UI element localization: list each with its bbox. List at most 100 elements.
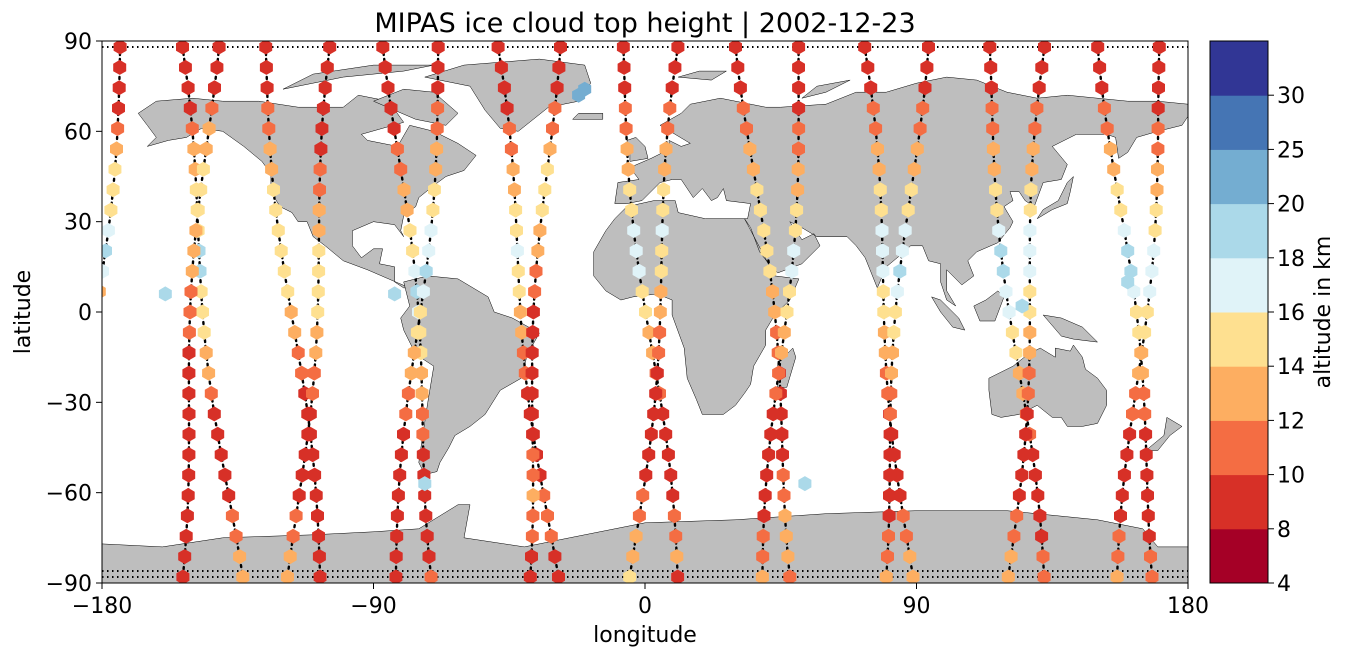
cloud-marker xyxy=(194,284,208,300)
cloud-marker xyxy=(1023,202,1037,218)
cloud-marker xyxy=(313,182,326,198)
colorbar-segment xyxy=(1210,474,1268,530)
cloud-marker xyxy=(66,549,79,564)
cloud-marker xyxy=(886,345,899,361)
cloud-marker xyxy=(1019,426,1033,442)
colorbar-segment xyxy=(1210,149,1268,205)
cloud-marker xyxy=(199,345,213,361)
land-eurasia-africa xyxy=(593,76,1188,415)
cloud-marker xyxy=(1103,141,1117,157)
cloud-marker xyxy=(664,467,678,483)
cloud-marker xyxy=(778,508,792,524)
cloud-marker xyxy=(653,304,667,320)
cloud-marker xyxy=(510,223,523,238)
chart-title: MIPAS ice cloud top height | 2002-12-23 xyxy=(374,8,915,39)
x-axis-label: longitude xyxy=(593,623,697,648)
cloud-marker xyxy=(178,549,192,565)
cloud-marker xyxy=(424,569,438,583)
cloud-marker xyxy=(647,406,661,422)
cloud-marker xyxy=(879,569,893,583)
cloud-marker xyxy=(113,59,127,75)
cloud-marker xyxy=(180,508,194,524)
cloud-marker xyxy=(769,386,783,401)
cloud-marker xyxy=(261,100,275,116)
cloud-marker xyxy=(1142,528,1156,544)
cloud-marker xyxy=(502,121,516,137)
cloud-marker xyxy=(491,41,505,55)
cloud-marker xyxy=(1028,121,1042,137)
cloud-marker xyxy=(1151,141,1165,157)
colorbar-tick-label: 12 xyxy=(1277,409,1305,434)
cloud-marker xyxy=(202,365,216,381)
cloud-marker xyxy=(658,161,672,177)
cloud-marker xyxy=(376,41,390,55)
cloud-marker xyxy=(550,80,564,96)
cloud-marker xyxy=(627,223,641,238)
cloud-marker xyxy=(792,80,806,96)
cloud-marker xyxy=(649,386,663,401)
cloud-marker xyxy=(106,182,120,198)
cloud-marker xyxy=(397,182,411,198)
cloud-marker xyxy=(67,508,80,523)
cloud-marker xyxy=(792,100,806,116)
cloud-marker xyxy=(415,386,429,401)
cloud-marker xyxy=(671,569,685,583)
cloud-marker xyxy=(791,182,805,198)
cloud-marker xyxy=(990,202,1004,218)
cloud-marker xyxy=(1143,284,1157,300)
cloud-marker xyxy=(102,285,106,298)
cloud-marker xyxy=(984,59,998,75)
cloud-marker xyxy=(913,121,927,137)
cloud-marker xyxy=(185,263,199,279)
cloud-marker xyxy=(1009,345,1023,361)
x-tick-label: −180 xyxy=(72,594,132,619)
cloud-marker xyxy=(262,121,276,137)
y-tick-label: 90 xyxy=(64,30,92,55)
cloud-marker xyxy=(996,263,1010,279)
cloud-marker xyxy=(381,80,395,96)
cloud-marker xyxy=(896,508,910,524)
cloud-marker xyxy=(212,41,226,55)
cloud-marker xyxy=(378,59,392,75)
cloud-marker xyxy=(384,100,398,116)
cloud-marker xyxy=(292,487,306,503)
cloud-marker xyxy=(102,243,112,259)
cloud-marker-high xyxy=(158,286,172,302)
cloud-marker xyxy=(756,528,770,544)
cloud-marker xyxy=(204,386,218,401)
cloud-marker xyxy=(876,243,889,259)
cloud-marker xyxy=(102,223,115,238)
cloud-marker xyxy=(416,406,429,422)
cloud-marker xyxy=(197,324,211,340)
cloud-marker xyxy=(792,59,805,75)
cloud-marker xyxy=(526,487,540,503)
cloud-marker xyxy=(194,182,208,198)
cloud-marker xyxy=(419,263,433,279)
cloud-marker xyxy=(500,100,514,116)
cloud-marker xyxy=(780,304,794,320)
cloud-marker xyxy=(429,161,443,177)
cloud-marker xyxy=(763,263,777,279)
cloud-marker xyxy=(313,161,327,177)
colorbar-label: altitude in km xyxy=(1311,236,1336,389)
cloud-marker xyxy=(271,223,285,238)
cloud-marker xyxy=(316,100,330,116)
cloud-marker xyxy=(66,529,79,544)
cloud-marker xyxy=(102,263,109,279)
cloud-marker xyxy=(311,508,324,524)
cloud-marker xyxy=(621,161,635,177)
cloud-marker xyxy=(869,121,883,137)
y-tick-label: −60 xyxy=(46,482,92,507)
cloud-marker xyxy=(618,80,632,96)
cloud-marker xyxy=(768,304,782,320)
cloud-marker xyxy=(1114,508,1127,524)
land-greenland xyxy=(424,58,591,132)
cloud-marker xyxy=(792,121,806,137)
cloud-marker xyxy=(408,263,422,279)
cloud-marker xyxy=(1020,406,1034,422)
cloud-marker xyxy=(196,161,210,177)
cloud-marker xyxy=(775,426,789,442)
cloud-marker xyxy=(642,447,656,463)
cloud-marker xyxy=(401,386,415,401)
cloud-marker xyxy=(861,59,875,75)
